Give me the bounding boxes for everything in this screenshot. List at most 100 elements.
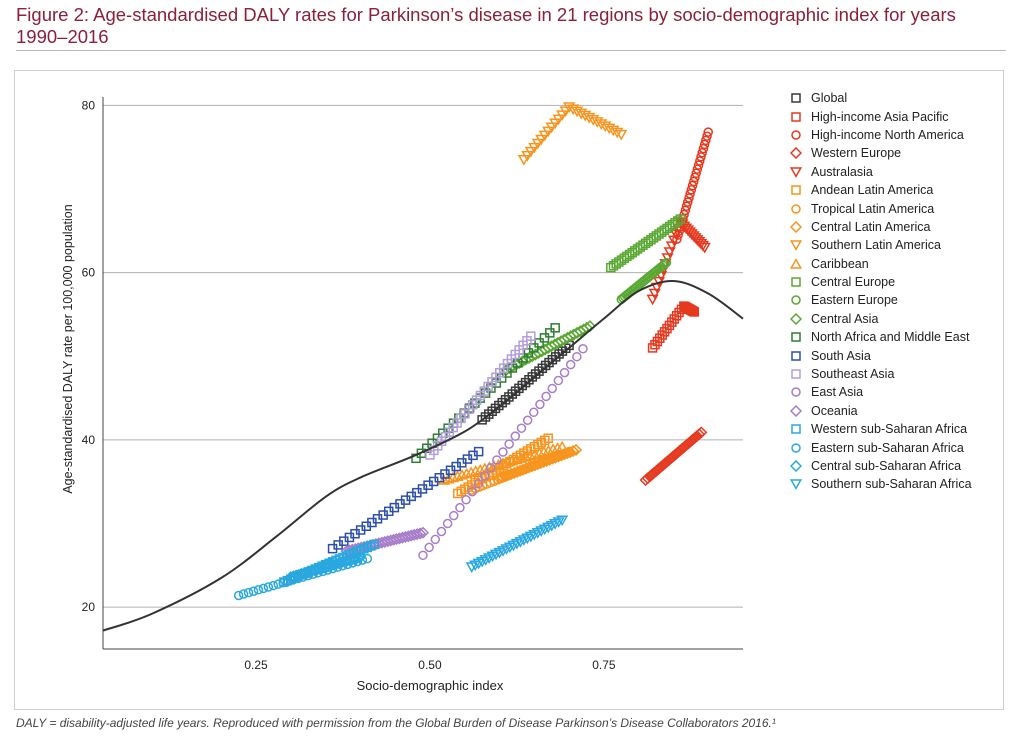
data-point <box>413 527 427 540</box>
chart-panel: 20 40 60 80 0.25 0.50 0.75 Socio-demographic i… <box>14 70 1004 710</box>
data-point <box>278 577 288 588</box>
series-southern-sub-saharan-africa <box>465 515 569 573</box>
data-point <box>473 479 484 489</box>
data-point <box>553 375 564 386</box>
data-point <box>470 398 480 408</box>
data-point <box>671 310 682 321</box>
data-point <box>542 444 555 456</box>
legend-label: Western Europe <box>811 146 902 161</box>
legend-item: Global <box>790 89 972 107</box>
data-point <box>565 359 576 370</box>
legend-label: North Africa and Middle East <box>811 330 970 345</box>
data-point <box>485 463 496 473</box>
data-point <box>689 176 699 187</box>
legend-marker <box>790 257 802 269</box>
data-point <box>659 327 670 337</box>
data-point <box>535 134 548 146</box>
data-point <box>675 214 686 224</box>
data-point <box>496 457 510 469</box>
data-point <box>531 458 544 471</box>
data-point <box>474 463 487 475</box>
data-point <box>515 452 528 463</box>
y-tick-label: 60 <box>82 266 96 280</box>
circle-marker-icon <box>791 203 801 214</box>
series-central-latin-america <box>493 443 583 485</box>
axes: 20 40 60 80 0.25 0.50 0.75 <box>82 97 743 672</box>
data-point <box>504 439 514 449</box>
data-point <box>542 126 555 138</box>
legend-item: Eastern sub-Saharan Africa <box>790 438 972 456</box>
data-point <box>449 510 459 521</box>
data-point <box>424 542 434 553</box>
circle-marker-icon <box>791 387 801 398</box>
data-point <box>692 164 703 174</box>
data-point <box>492 455 502 465</box>
legend-item: Central Latin America <box>790 218 972 236</box>
square-marker-icon <box>791 277 801 287</box>
data-point <box>416 526 430 539</box>
triangle-down-marker-icon <box>790 479 802 491</box>
legend-marker <box>791 203 801 214</box>
legend-label: Southern sub-Saharan Africa <box>811 477 972 492</box>
x-tick-label: 0.25 <box>244 658 268 672</box>
data-point <box>437 474 450 485</box>
legend-item: High-income Asia Pacific <box>790 107 972 125</box>
legend-label: Tropical Latin America <box>811 201 935 216</box>
data-point <box>369 539 380 550</box>
legend-item: Southern Latin America <box>790 236 972 254</box>
diamond-marker-icon <box>790 312 802 325</box>
legend-item: Eastern Europe <box>790 291 972 309</box>
legend-label: Central Asia <box>811 311 879 326</box>
x-axis-label: Socio-demographic index <box>357 678 504 693</box>
data-point <box>522 415 533 426</box>
legend-marker <box>790 240 802 252</box>
data-point <box>529 407 539 418</box>
data-point <box>465 466 478 478</box>
data-point <box>233 590 244 601</box>
legend-item: East Asia <box>790 383 972 401</box>
legend-label: Global <box>811 91 848 106</box>
series-central-europe <box>606 214 686 273</box>
legend-label: Southeast Asia <box>811 367 895 382</box>
data-point <box>268 580 279 591</box>
legend-item: Tropical Latin America <box>790 199 972 217</box>
circle-marker-icon <box>791 130 801 140</box>
data-point <box>467 487 477 497</box>
legend-label: East Asia <box>811 385 864 400</box>
data-point <box>238 589 249 599</box>
data-point <box>516 423 527 433</box>
data-point <box>540 454 553 467</box>
data-point <box>525 460 538 473</box>
diamond-marker-icon <box>790 220 802 233</box>
legend-marker <box>790 147 802 160</box>
data-point <box>523 348 534 358</box>
legend-marker <box>791 332 801 343</box>
data-point <box>522 461 536 474</box>
series-southeast-asia <box>425 331 536 460</box>
trend-line-group <box>102 279 744 632</box>
legend-marker <box>790 167 802 178</box>
data-point <box>669 314 679 324</box>
data-point <box>695 156 705 166</box>
data-point <box>691 168 701 179</box>
data-point <box>538 130 551 142</box>
data-point <box>524 146 537 158</box>
legend-label: Western sub-Saharan Africa <box>811 422 968 437</box>
gridlines <box>103 104 743 608</box>
data-point <box>549 118 562 130</box>
data-point <box>696 152 706 162</box>
data-point <box>652 336 663 347</box>
data-point <box>528 142 541 154</box>
data-point <box>559 367 570 378</box>
data-point <box>430 534 441 545</box>
legend-label: South Asia <box>811 348 871 363</box>
data-point <box>273 579 284 589</box>
data-point <box>418 550 428 561</box>
legend-marker <box>790 404 802 417</box>
data-point <box>531 138 544 150</box>
data-point <box>524 449 537 461</box>
data-point <box>510 431 521 441</box>
data-point <box>534 338 544 348</box>
square-marker-icon <box>791 93 801 103</box>
figure-caption: DALY = disability-adjusted life years. R… <box>16 716 776 730</box>
